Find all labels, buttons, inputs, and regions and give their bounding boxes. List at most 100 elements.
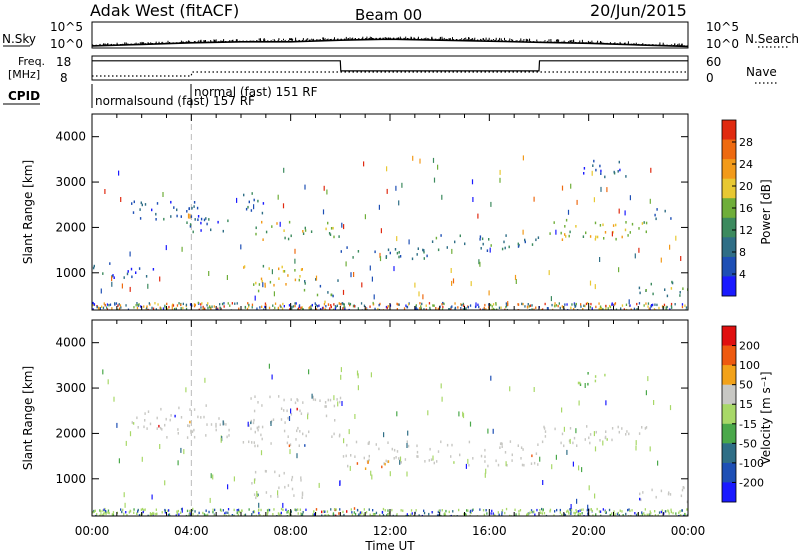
colorbar-swatch: [722, 198, 736, 219]
freq-panel: Freq. [MHz] 18 8 60 0 Nave: [8, 55, 778, 85]
echo-cell: [300, 479, 302, 482]
echo-cell: [133, 508, 135, 511]
echo-cell: [106, 306, 108, 309]
echo-cell: [396, 450, 399, 453]
echo-cell: [557, 304, 559, 308]
echo-cell: [137, 426, 139, 429]
echo-cell: [285, 283, 287, 286]
colorbar-tick-label: -50: [739, 437, 757, 450]
echo-cell: [168, 305, 170, 309]
echo-cell: [149, 422, 152, 426]
echo-cell: [126, 514, 128, 516]
echo-cell: [353, 507, 356, 510]
echo-cell: [569, 508, 571, 511]
echo-cell: [541, 512, 543, 515]
echo-cell: [638, 227, 640, 230]
echo-cell: [467, 306, 469, 309]
echo-cell: [164, 423, 166, 427]
echo-cell: [483, 306, 485, 310]
echo-cell: [173, 307, 176, 310]
echo-cell: [454, 307, 456, 310]
echo-cell: [670, 217, 672, 220]
echo-cell: [561, 305, 563, 308]
echo-cell: [386, 513, 389, 516]
echo-cell: [396, 513, 398, 516]
echo-cell: [276, 222, 278, 225]
echo-cell: [182, 306, 184, 310]
colorbar-tick-label: -200: [739, 476, 764, 489]
echo-cell: [428, 302, 431, 305]
echo-cell: [663, 303, 666, 307]
echo-cell: [331, 435, 333, 438]
echo-cell: [590, 508, 592, 511]
echo-cell: [453, 461, 455, 464]
echo-cell: [545, 514, 548, 516]
echo-cell: [484, 472, 486, 478]
echo-cell: [520, 457, 522, 460]
echo-cell: [253, 510, 255, 513]
echo-cell: [227, 484, 229, 490]
colorbar-tick-label: 8: [739, 246, 746, 259]
echo-cell: [127, 270, 129, 273]
echo-cell: [330, 293, 332, 297]
echo-cell: [261, 437, 263, 441]
echo-cell: [180, 447, 182, 453]
echo-cell: [351, 513, 354, 516]
echo-cell: [260, 450, 263, 456]
echo-cell: [533, 510, 535, 513]
echo-cell: [248, 424, 250, 427]
echo-cell: [349, 303, 351, 307]
echo-cell: [547, 307, 549, 310]
echo-cell: [398, 303, 400, 306]
echo-cell: [330, 304, 332, 307]
echo-cell: [582, 508, 584, 511]
echo-cell: [151, 512, 154, 515]
echo-cell: [341, 222, 343, 228]
colorbar-swatch: [722, 462, 736, 483]
echo-cell: [287, 416, 289, 420]
echo-cell: [614, 513, 616, 516]
power-echoes: [92, 114, 688, 310]
echo-cell: [665, 306, 667, 310]
echo-cell: [598, 302, 600, 305]
echo-cell: [227, 511, 229, 514]
echo-cell: [559, 306, 561, 310]
echo-cell: [291, 305, 293, 309]
echo-cell: [428, 512, 430, 516]
echo-cell: [327, 303, 330, 306]
echo-cell: [265, 230, 268, 234]
noise-series: [91, 36, 689, 48]
echo-cell: [386, 188, 388, 194]
echo-cell: [298, 307, 300, 310]
echo-cell: [254, 295, 256, 301]
echo-cell: [290, 413, 293, 416]
noise-left-tick-bottom: 10^0: [50, 37, 83, 51]
echo-cell: [657, 460, 659, 466]
echo-cell: [629, 195, 631, 201]
echo-cell: [407, 430, 409, 436]
echo-cell: [684, 512, 686, 516]
echo-cell: [99, 307, 101, 310]
echo-cell: [635, 445, 637, 451]
echo-cell: [166, 302, 168, 306]
echo-cell: [468, 463, 470, 467]
nave-label: Nave: [746, 65, 777, 79]
echo-cell: [579, 509, 581, 512]
echo-cell: [522, 155, 524, 161]
echo-cell: [393, 448, 396, 452]
echo-cell: [567, 209, 570, 215]
echo-cell: [420, 305, 422, 308]
echo-cell: [175, 308, 177, 310]
echo-cell: [563, 444, 565, 448]
echo-cell: [141, 203, 143, 207]
echo-cell: [442, 305, 444, 309]
echo-cell: [103, 508, 105, 511]
echo-cell: [418, 291, 420, 297]
echo-cell: [234, 302, 236, 305]
echo-cell: [330, 305, 332, 309]
echo-cell: [144, 412, 146, 415]
echo-cell: [432, 304, 434, 307]
echo-cell: [208, 510, 210, 514]
